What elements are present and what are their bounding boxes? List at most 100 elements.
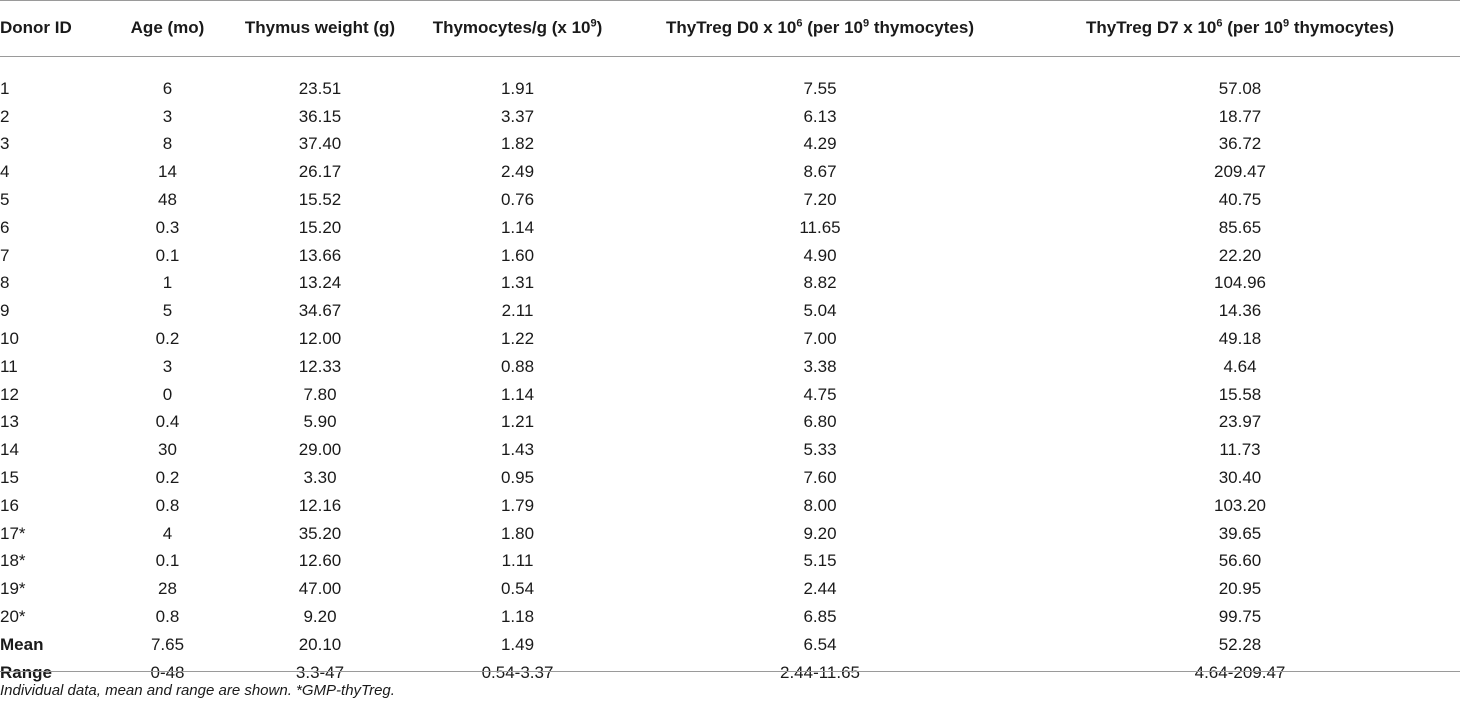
donor-table: Donor ID Age (mo) Thymus weight (g) Thym… — [0, 0, 1460, 687]
table-cell: 4.29 — [803, 134, 837, 154]
table-cell: 19* — [0, 579, 26, 599]
table-row: 19* 28 47.00 0.54 2.44 20.95 — [0, 575, 1460, 603]
table-cell: 5.33 — [803, 440, 837, 460]
summary-row: Mean 7.65 20.10 1.49 6.54 52.28 — [0, 631, 1460, 659]
table-cell: 7.00 — [803, 329, 837, 349]
table-cell: 15.58 — [1218, 384, 1262, 404]
table-cell: 0.88 — [500, 356, 535, 376]
table-cell: 1.14 — [500, 217, 535, 237]
table-cell: 11.73 — [1219, 440, 1261, 460]
table-cell: 13.24 — [298, 273, 342, 293]
table-cell: 1.18 — [500, 607, 535, 627]
table-cell: 6.13 — [803, 106, 837, 126]
table-cell: 15 — [0, 468, 19, 488]
table-cell: 1.79 — [500, 495, 535, 515]
table-cell: 14 — [158, 162, 177, 182]
table-cell: 6.54 — [803, 634, 837, 654]
table-cell: 3.37 — [500, 106, 535, 126]
table-cell: 20* — [0, 607, 26, 627]
table-cell: 2 — [0, 106, 10, 126]
table-cell: 1.22 — [500, 329, 535, 349]
top-rule — [0, 0, 1460, 1]
table-row: 2 3 36.15 3.37 6.13 18.77 — [0, 103, 1460, 131]
table-cell: 4.64 — [1223, 356, 1257, 376]
table-cell: 34.67 — [298, 301, 342, 321]
table-cell: 12.60 — [298, 551, 342, 571]
table-cell: 4 — [0, 162, 10, 182]
table-cell: 6.85 — [803, 607, 837, 627]
table-cell: 4.75 — [803, 384, 837, 404]
table-cell: 15.20 — [298, 217, 342, 237]
table-body: 1 6 23.51 1.91 7.55 57.08 2 3 36.15 3.37 6.13 18.77… — [0, 56, 1460, 687]
table-cell: 14 — [0, 440, 19, 460]
table-cell: 26.17 — [298, 162, 342, 182]
table-cell: 22.20 — [1218, 245, 1262, 265]
table-row: 9 5 34.67 2.11 5.04 14.36 — [0, 297, 1460, 325]
table-cell: 1.80 — [500, 523, 535, 543]
table-cell: 56.60 — [1218, 551, 1262, 571]
table-cell: 1.14 — [500, 384, 535, 404]
table-cell: 0.95 — [500, 468, 535, 488]
header-thymocytes: Thymocytes/g (x 109) — [432, 17, 603, 37]
table-cell: 37.40 — [298, 134, 342, 154]
table-cell: 7.55 — [803, 78, 837, 98]
table-cell: 3.30 — [303, 468, 337, 488]
table-cell: 18.77 — [1218, 106, 1262, 126]
table-cell: 28 — [158, 579, 177, 599]
table-cell: 209.47 — [1214, 162, 1266, 182]
table-cell: 35.20 — [298, 523, 342, 543]
table-row: 16 0.8 12.16 1.79 8.00 103.20 — [0, 492, 1460, 520]
table-cell: 1.31 — [500, 273, 535, 293]
table-cell: 1.43 — [500, 440, 535, 460]
table-row: 11 3 12.33 0.88 3.38 4.64 — [0, 353, 1460, 381]
table-cell: 9.20 — [303, 607, 337, 627]
table-cell: 6.80 — [803, 412, 837, 432]
table-cell: 13 — [0, 412, 19, 432]
table-cell: 7.80 — [303, 384, 337, 404]
table-cell: 1 — [0, 78, 10, 98]
table-cell: 4.64-209.47 — [1194, 662, 1286, 682]
table-cell: 1.82 — [500, 134, 535, 154]
table-cell: 30 — [158, 440, 177, 460]
table-cell: 1.49 — [500, 634, 535, 654]
table-row: 12 0 7.80 1.14 4.75 15.58 — [0, 381, 1460, 409]
header-thytreg-d0: ThyTreg D0 x 106 (per 109 thymocytes) — [666, 17, 974, 37]
table-cell: 0.76 — [500, 190, 535, 210]
table-cell: 0.8 — [155, 607, 180, 627]
table-cell: 13.66 — [298, 245, 342, 265]
table-cell: 8.82 — [803, 273, 837, 293]
table-row: 20* 0.8 9.20 1.18 6.85 99.75 — [0, 603, 1460, 631]
table-row: 7 0.1 13.66 1.60 4.90 22.20 — [0, 242, 1460, 270]
table-cell: 1.60 — [500, 245, 535, 265]
table-row: 8 1 13.24 1.31 8.82 104.96 — [0, 270, 1460, 298]
table-cell: 0.3 — [155, 217, 180, 237]
table-row: 6 0.3 15.20 1.14 11.65 85.65 — [0, 214, 1460, 242]
table-cell: 3 — [0, 134, 10, 154]
table-cell: Mean — [0, 634, 44, 654]
table-cell: 0.54-3.37 — [481, 662, 554, 682]
table-cell: 48 — [158, 190, 177, 210]
table-cell: 8 — [162, 134, 173, 154]
table-cell: 12.33 — [298, 356, 342, 376]
table-cell: 12.00 — [298, 329, 342, 349]
bottom-rule — [0, 671, 1460, 672]
table-cell: 0.8 — [155, 495, 180, 515]
table-cell: 2.11 — [501, 301, 534, 321]
table-cell: 11 — [0, 356, 18, 376]
table-row: 17* 4 35.20 1.80 9.20 39.65 — [0, 520, 1460, 548]
table-cell: 5.15 — [803, 551, 837, 571]
header-donor-id: Donor ID — [0, 18, 72, 37]
header-age: Age (mo) — [130, 18, 205, 37]
table-cell: 5 — [0, 190, 10, 210]
table-cell: 2.49 — [500, 162, 535, 182]
header-row: Donor ID Age (mo) Thymus weight (g) Thym… — [0, 0, 1460, 56]
table-cell: 1 — [162, 273, 173, 293]
table-cell: 17* — [0, 523, 26, 543]
table-row: 4 14 26.17 2.49 8.67 209.47 — [0, 158, 1460, 186]
table-cell: 99.75 — [1218, 607, 1262, 627]
table-cell: 4 — [162, 523, 173, 543]
summary-row: Range 0-48 3.3-47 0.54-3.37 2.44-11.65 4.64-2… — [0, 659, 1460, 687]
table-cell: 23.51 — [298, 78, 342, 98]
table-row: 13 0.4 5.90 1.21 6.80 23.97 — [0, 409, 1460, 437]
table-cell: 18* — [0, 551, 26, 571]
